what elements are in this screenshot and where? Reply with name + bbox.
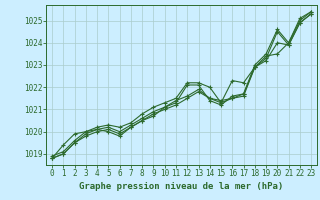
X-axis label: Graphe pression niveau de la mer (hPa): Graphe pression niveau de la mer (hPa) — [79, 182, 284, 191]
